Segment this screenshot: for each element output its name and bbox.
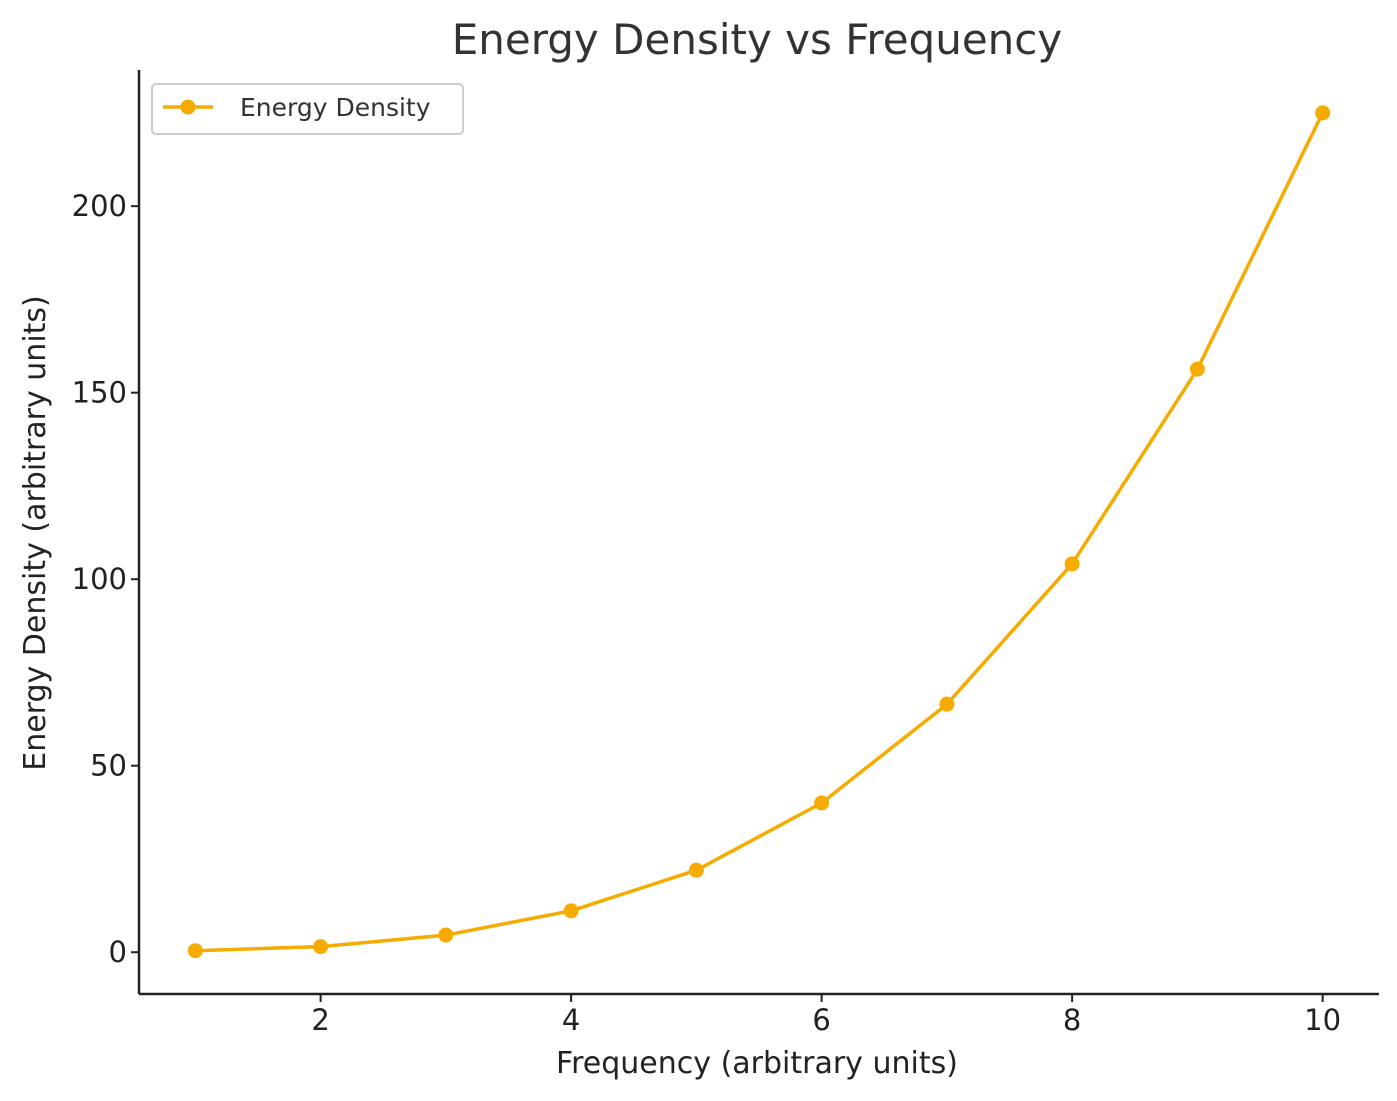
plot-area: 2 4 6 8 10 0 50 100 150 200 bbox=[72, 70, 1379, 1037]
y-tick-label: 100 bbox=[72, 562, 127, 596]
legend: Energy Density bbox=[151, 83, 464, 135]
chart-title: Energy Density vs Frequency bbox=[452, 15, 1062, 64]
y-tick-label: 50 bbox=[90, 749, 127, 783]
data-point bbox=[939, 696, 955, 712]
y-ticks: 0 50 100 150 200 bbox=[72, 189, 139, 969]
x-tick-label: 10 bbox=[1304, 1003, 1341, 1037]
legend-marker-swatch bbox=[180, 99, 196, 115]
x-axis-label: Frequency (arbitrary units) bbox=[556, 1046, 958, 1081]
x-ticks: 2 4 6 8 10 bbox=[311, 994, 1341, 1037]
y-tick-label: 0 bbox=[109, 935, 127, 969]
data-point bbox=[313, 939, 329, 955]
data-point bbox=[1315, 105, 1331, 121]
legend-box bbox=[151, 83, 464, 135]
series-points bbox=[187, 105, 1331, 959]
data-point bbox=[688, 862, 704, 878]
data-point bbox=[1064, 556, 1080, 572]
x-tick-label: 2 bbox=[311, 1003, 329, 1037]
y-axis-label: Energy Density (arbitrary units) bbox=[18, 295, 53, 771]
x-tick-label: 8 bbox=[1063, 1003, 1081, 1037]
data-point bbox=[438, 927, 454, 943]
data-point bbox=[1189, 361, 1205, 377]
legend-label-energy-density: Energy Density bbox=[240, 93, 431, 122]
x-tick-label: 4 bbox=[562, 1003, 580, 1037]
data-point bbox=[814, 795, 830, 811]
data-point bbox=[563, 903, 579, 919]
series-line-energy-density bbox=[193, 111, 1325, 953]
y-tick-label: 150 bbox=[72, 376, 127, 410]
data-point bbox=[187, 943, 203, 959]
x-tick-label: 6 bbox=[812, 1003, 830, 1037]
y-tick-label: 200 bbox=[72, 189, 127, 223]
